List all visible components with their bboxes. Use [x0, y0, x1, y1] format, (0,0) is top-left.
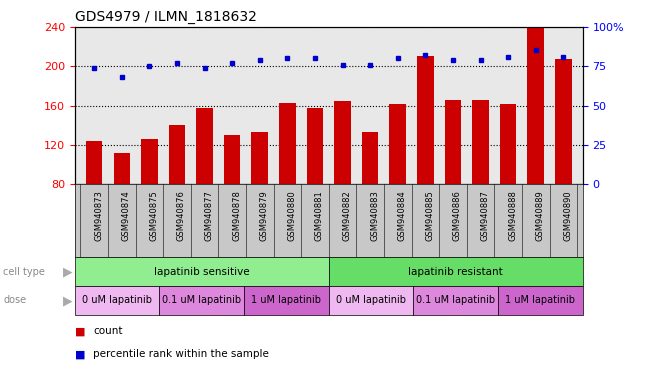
Bar	[75, 257, 329, 286]
Text: percentile rank within the sample: percentile rank within the sample	[93, 349, 269, 359]
Bar	[75, 286, 159, 315]
Text: GSM940879: GSM940879	[260, 190, 269, 241]
Bar	[113, 153, 130, 184]
Text: GSM940875: GSM940875	[149, 190, 158, 241]
Bar	[329, 286, 413, 315]
Bar	[472, 100, 489, 184]
Bar	[413, 286, 498, 315]
Text: count: count	[93, 326, 122, 336]
Bar	[224, 135, 240, 184]
Text: 0 uM lapatinib: 0 uM lapatinib	[82, 295, 152, 306]
Text: 0.1 uM lapatinib: 0.1 uM lapatinib	[416, 295, 495, 306]
Text: 0 uM lapatinib: 0 uM lapatinib	[336, 295, 406, 306]
Text: ▶: ▶	[63, 294, 73, 307]
Text: GSM940884: GSM940884	[398, 190, 407, 241]
Text: GSM940873: GSM940873	[94, 190, 103, 241]
Text: ▶: ▶	[63, 265, 73, 278]
Text: GSM940880: GSM940880	[287, 190, 296, 241]
Text: cell type: cell type	[3, 266, 45, 277]
Text: 1 uM lapatinib: 1 uM lapatinib	[505, 295, 575, 306]
Text: 0.1 uM lapatinib: 0.1 uM lapatinib	[162, 295, 242, 306]
Text: GSM940890: GSM940890	[563, 190, 572, 241]
Bar	[362, 132, 378, 184]
Text: 1 uM lapatinib: 1 uM lapatinib	[251, 295, 322, 306]
Bar	[244, 286, 329, 315]
Text: lapatinib sensitive: lapatinib sensitive	[154, 266, 249, 277]
Bar	[498, 286, 583, 315]
Text: GSM940874: GSM940874	[122, 190, 131, 241]
Text: dose: dose	[3, 295, 27, 306]
Bar	[500, 104, 516, 184]
Bar	[86, 141, 102, 184]
Bar	[527, 28, 544, 184]
Text: GSM940881: GSM940881	[315, 190, 324, 241]
Bar	[141, 139, 158, 184]
Bar	[169, 125, 186, 184]
Text: GSM940887: GSM940887	[480, 190, 490, 241]
Bar	[251, 132, 268, 184]
Text: ■: ■	[75, 349, 85, 359]
Bar	[307, 108, 324, 184]
Bar	[334, 101, 351, 184]
Text: GSM940878: GSM940878	[232, 190, 241, 241]
Bar	[417, 56, 434, 184]
Text: GSM940877: GSM940877	[204, 190, 214, 241]
Bar	[197, 108, 213, 184]
Bar	[445, 100, 461, 184]
Text: ■: ■	[75, 326, 85, 336]
Text: GSM940882: GSM940882	[342, 190, 352, 241]
Bar	[329, 257, 583, 286]
Text: GSM940883: GSM940883	[370, 190, 379, 241]
Text: GSM940885: GSM940885	[425, 190, 434, 241]
Text: GSM940888: GSM940888	[508, 190, 517, 241]
Bar	[279, 103, 296, 184]
Text: GSM940889: GSM940889	[536, 190, 545, 241]
Text: GSM940876: GSM940876	[177, 190, 186, 241]
Text: GSM940886: GSM940886	[453, 190, 462, 241]
Text: GDS4979 / ILMN_1818632: GDS4979 / ILMN_1818632	[75, 10, 256, 25]
Bar	[159, 286, 244, 315]
Bar	[555, 60, 572, 184]
Text: lapatinib resistant: lapatinib resistant	[408, 266, 503, 277]
Bar	[389, 104, 406, 184]
